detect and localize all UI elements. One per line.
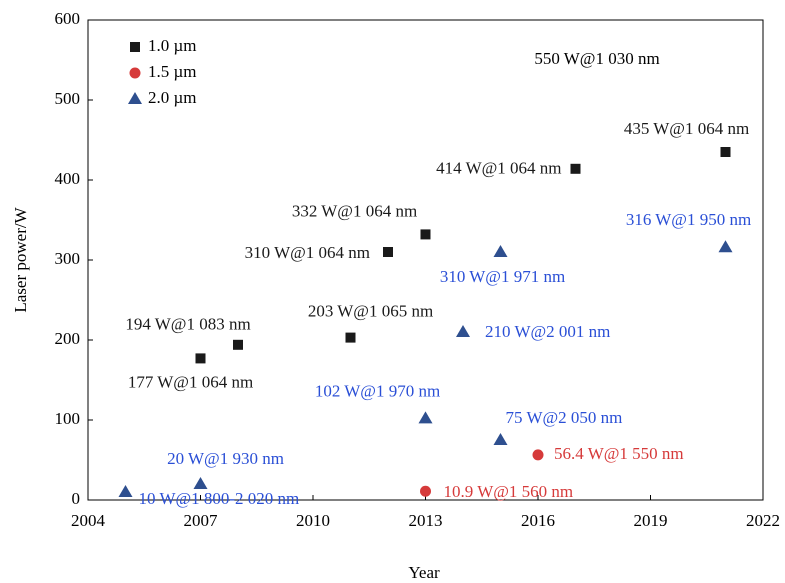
x-tick-label: 2004 (71, 511, 106, 530)
marker-triangle (493, 433, 508, 445)
data-label: 210 W@2 001 nm (485, 322, 610, 341)
marker-triangle (193, 477, 208, 489)
x-tick-label: 2010 (296, 511, 330, 530)
data-label: 316 W@1 950 nm (626, 210, 751, 229)
marker-circle (532, 449, 544, 461)
annotation: 550 W@1 030 nm (534, 49, 659, 68)
data-label: 20 W@1 930 nm (167, 449, 284, 468)
marker-square (720, 147, 731, 157)
data-label: 10.9 W@1 560 nm (444, 482, 574, 501)
x-tick-label: 2016 (521, 511, 555, 530)
y-axis-title: Laser power/W (11, 206, 30, 312)
y-tick-label: 0 (72, 489, 81, 508)
marker-square (345, 332, 356, 343)
data-label: 10 W@1 800-2 020 nm (139, 489, 300, 508)
data-label: 435 W@1 064 nm (624, 119, 749, 138)
x-tick-label: 2019 (634, 511, 668, 530)
marker-square (420, 229, 431, 240)
marker-triangle (418, 411, 433, 424)
x-tick-label: 2022 (746, 511, 780, 530)
marker-circle (420, 485, 431, 497)
marker-square (233, 339, 243, 350)
data-label: 75 W@2 050 nm (506, 408, 623, 427)
y-tick-label: 300 (55, 249, 81, 268)
y-tick-label: 200 (55, 329, 81, 348)
legend-label: 2.0 µm (148, 88, 197, 107)
data-label: 102 W@1 970 nm (315, 381, 440, 400)
marker-triangle (493, 245, 508, 257)
legend-marker (129, 67, 141, 79)
marker-square (383, 247, 393, 257)
marker-triangle (718, 240, 733, 253)
y-tick-label: 400 (55, 169, 81, 188)
x-tick-label: 2013 (409, 511, 443, 530)
marker-triangle (456, 325, 470, 337)
data-label: 310 W@1 064 nm (245, 243, 370, 262)
marker-square (570, 163, 581, 174)
x-axis-title: Year (408, 563, 440, 582)
data-label: 56.4 W@1 550 nm (554, 444, 684, 463)
data-label: 414 W@1 064 nm (436, 159, 561, 178)
data-label: 310 W@1 971 nm (440, 267, 565, 286)
legend-label: 1.0 µm (148, 36, 197, 55)
y-tick-label: 600 (55, 9, 81, 28)
data-label: 203 W@1 065 nm (308, 302, 433, 321)
data-label: 194 W@1 083 nm (125, 315, 250, 334)
legend-marker (130, 42, 140, 52)
x-tick-label: 2007 (184, 511, 219, 530)
y-tick-label: 500 (55, 89, 81, 108)
marker-triangle (118, 485, 133, 497)
data-label: 177 W@1 064 nm (128, 372, 253, 391)
marker-square (195, 353, 206, 364)
data-label: 332 W@1 064 nm (292, 201, 417, 220)
legend-label: 1.5 µm (148, 62, 197, 81)
y-tick-label: 100 (55, 409, 81, 428)
legend-marker (128, 92, 142, 104)
